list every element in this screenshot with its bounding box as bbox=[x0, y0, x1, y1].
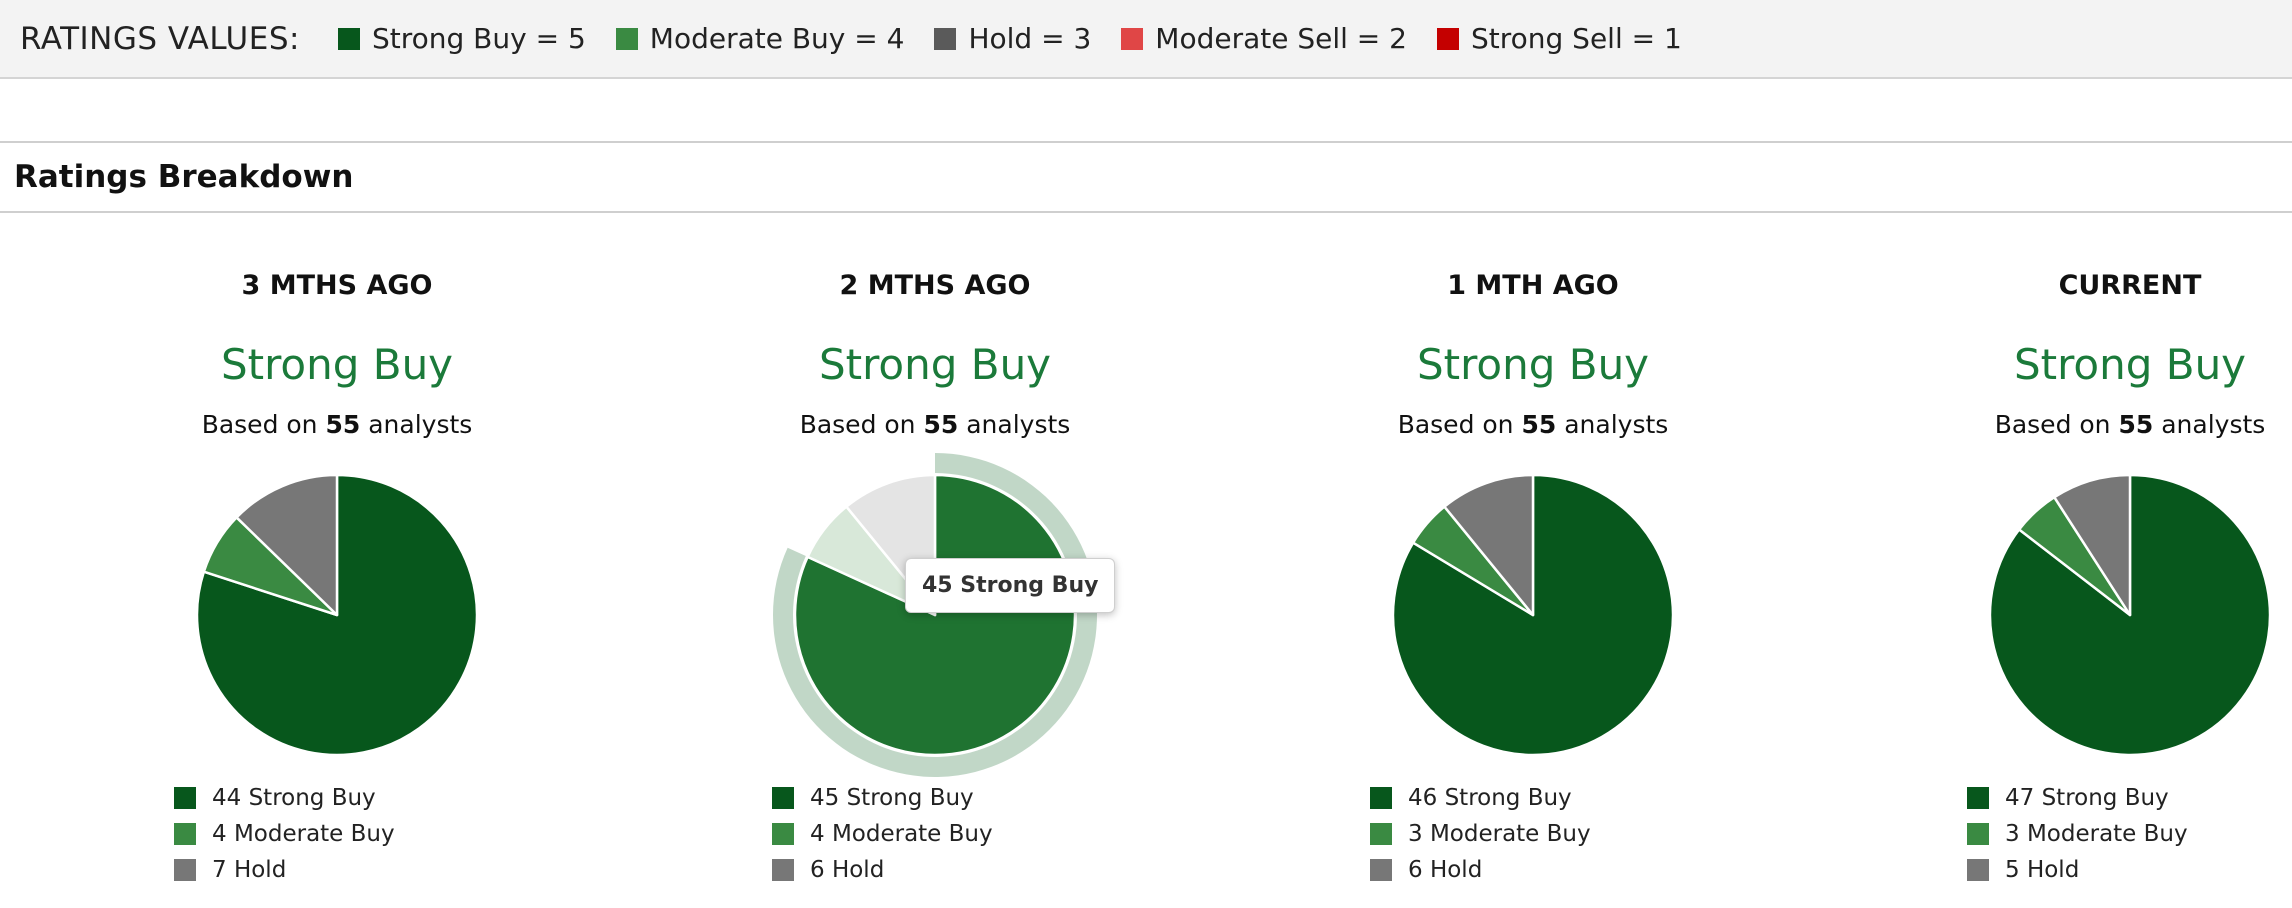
analyst-count: 55 bbox=[325, 410, 361, 439]
analyst-count-text: Based on 55 analysts bbox=[655, 410, 1215, 439]
analyst-count-text: Based on 55 analysts bbox=[1253, 410, 1813, 439]
pie-legend-label: 44 Strong Buy bbox=[212, 785, 376, 811]
pie-legend: 46 Strong Buy 3 Moderate Buy 6 Hold bbox=[1370, 780, 1591, 888]
panel-period: 2 MTHS AGO bbox=[839, 270, 1031, 301]
ratings-panel-1-mth-ago: 1 MTH AGO Strong Buy Based on 55 analyst… bbox=[1253, 270, 1813, 890]
strong-buy-swatch bbox=[174, 787, 196, 809]
analyst-count: 55 bbox=[1521, 410, 1557, 439]
moderate-buy-swatch bbox=[1370, 823, 1392, 845]
based-on-prefix: Based on bbox=[799, 410, 916, 439]
based-on-prefix: Based on bbox=[201, 410, 318, 439]
pie-legend-row: 6 Hold bbox=[1370, 852, 1591, 888]
pie-legend: 44 Strong Buy 4 Moderate Buy 7 Hold bbox=[174, 780, 395, 888]
based-on-suffix: analysts bbox=[966, 410, 1071, 439]
analyst-count-text: Based on 55 analysts bbox=[57, 410, 617, 439]
based-on-suffix: analysts bbox=[2161, 410, 2266, 439]
strong-buy-swatch bbox=[772, 787, 794, 809]
consensus-rating: Strong Buy bbox=[2013, 340, 2247, 389]
ratings-values-legend: RATINGS VALUES: Strong Buy = 5 Moderate … bbox=[0, 0, 2292, 79]
analyst-count-text: Based on 55 analysts bbox=[1850, 410, 2292, 439]
consensus-rating: Strong Buy bbox=[1416, 340, 1650, 389]
pie-slice-hold[interactable] bbox=[2053, 473, 2132, 617]
ratings-breakdown-title: Ratings Breakdown bbox=[14, 159, 354, 195]
pie-legend-label: 47 Strong Buy bbox=[2005, 785, 2169, 811]
pie-legend: 45 Strong Buy 4 Moderate Buy 6 Hold bbox=[772, 780, 993, 888]
pie-legend-row: 3 Moderate Buy bbox=[1370, 816, 1591, 852]
strong-buy-swatch bbox=[1967, 787, 1989, 809]
pie-legend-label: 4 Moderate Buy bbox=[212, 821, 395, 847]
analyst-count: 55 bbox=[923, 410, 959, 439]
pie-legend-label: 3 Moderate Buy bbox=[2005, 821, 2188, 847]
ratings-panel-current: CURRENT Strong Buy Based on 55 analysts … bbox=[1850, 270, 2292, 890]
legend-label-strong-buy: Strong Buy = 5 bbox=[371, 22, 586, 55]
pie-legend-row: 5 Hold bbox=[1967, 852, 2188, 888]
legend-label-moderate-buy: Moderate Buy = 4 bbox=[649, 22, 905, 55]
based-on-prefix: Based on bbox=[1994, 410, 2111, 439]
ratings-pie-chart[interactable] bbox=[772, 453, 1097, 777]
based-on-suffix: analysts bbox=[1564, 410, 1669, 439]
panel-period: CURRENT bbox=[2058, 270, 2202, 301]
moderate-buy-swatch bbox=[615, 27, 638, 50]
pie-tooltip: 45 Strong Buy bbox=[905, 558, 1116, 613]
pie-legend-row: 47 Strong Buy bbox=[1967, 780, 2188, 816]
hold-swatch bbox=[934, 27, 957, 50]
pie-legend-label: 6 Hold bbox=[810, 857, 885, 883]
legend-label-moderate-sell: Moderate Sell = 2 bbox=[1155, 22, 1407, 55]
ratings-values-title: RATINGS VALUES: bbox=[20, 20, 300, 57]
legend-label-strong-sell: Strong Sell = 1 bbox=[1470, 22, 1682, 55]
pie-slice-hold[interactable] bbox=[235, 473, 339, 617]
pie-legend-label: 5 Hold bbox=[2005, 857, 2080, 883]
legend-item-strong-buy: Strong Buy = 5 bbox=[337, 22, 586, 55]
consensus-rating: Strong Buy bbox=[818, 340, 1052, 389]
ratings-pie-chart[interactable] bbox=[1373, 455, 1693, 775]
pie-legend-row: 4 Moderate Buy bbox=[174, 816, 395, 852]
pie-slice-hold[interactable] bbox=[1443, 473, 1535, 617]
moderate-buy-swatch bbox=[1967, 823, 1989, 845]
hold-swatch bbox=[1967, 859, 1989, 881]
pie-legend-row: 4 Moderate Buy bbox=[772, 816, 993, 852]
consensus-rating: Strong Buy bbox=[220, 340, 454, 389]
pie-legend-row: 6 Hold bbox=[772, 852, 993, 888]
pie-legend-label: 46 Strong Buy bbox=[1408, 785, 1572, 811]
pie-legend-row: 44 Strong Buy bbox=[174, 780, 395, 816]
ratings-breakdown-header: Ratings Breakdown bbox=[0, 141, 2292, 213]
panel-period: 1 MTH AGO bbox=[1447, 270, 1619, 301]
strong-sell-swatch bbox=[1436, 27, 1459, 50]
ratings-pie-chart[interactable] bbox=[177, 455, 497, 775]
panel-period: 3 MTHS AGO bbox=[241, 270, 433, 301]
pie-legend: 47 Strong Buy 3 Moderate Buy 5 Hold bbox=[1967, 780, 2188, 888]
analyst-count: 55 bbox=[2118, 410, 2154, 439]
hold-swatch bbox=[174, 859, 196, 881]
pie-legend-label: 6 Hold bbox=[1408, 857, 1483, 883]
pie-legend-row: 3 Moderate Buy bbox=[1967, 816, 2188, 852]
based-on-prefix: Based on bbox=[1397, 410, 1514, 439]
strong-buy-swatch bbox=[337, 27, 360, 50]
strong-buy-swatch bbox=[1370, 787, 1392, 809]
moderate-sell-swatch bbox=[1121, 27, 1144, 50]
pie-slice-strong-buy[interactable] bbox=[793, 473, 1077, 757]
legend-item-hold: Hold = 3 bbox=[934, 22, 1091, 55]
ratings-panel-2-mths-ago: 2 MTHS AGO Strong Buy Based on 55 analys… bbox=[655, 270, 1215, 890]
moderate-buy-swatch bbox=[174, 823, 196, 845]
moderate-buy-swatch bbox=[772, 823, 794, 845]
pie-legend-label: 45 Strong Buy bbox=[810, 785, 974, 811]
pie-legend-label: 4 Moderate Buy bbox=[810, 821, 993, 847]
legend-item-strong-sell: Strong Sell = 1 bbox=[1436, 22, 1682, 55]
pie-legend-row: 45 Strong Buy bbox=[772, 780, 993, 816]
ratings-panel-3-mths-ago: 3 MTHS AGO Strong Buy Based on 55 analys… bbox=[57, 270, 617, 890]
pie-legend-row: 7 Hold bbox=[174, 852, 395, 888]
legend-item-moderate-sell: Moderate Sell = 2 bbox=[1121, 22, 1407, 55]
hold-swatch bbox=[1370, 859, 1392, 881]
hold-swatch bbox=[772, 859, 794, 881]
based-on-suffix: analysts bbox=[368, 410, 473, 439]
legend-item-moderate-buy: Moderate Buy = 4 bbox=[615, 22, 905, 55]
pie-legend-label: 3 Moderate Buy bbox=[1408, 821, 1591, 847]
pie-legend-row: 46 Strong Buy bbox=[1370, 780, 1591, 816]
pie-legend-label: 7 Hold bbox=[212, 857, 287, 883]
ratings-pie-chart[interactable] bbox=[1970, 455, 2290, 775]
legend-label-hold: Hold = 3 bbox=[968, 22, 1092, 55]
